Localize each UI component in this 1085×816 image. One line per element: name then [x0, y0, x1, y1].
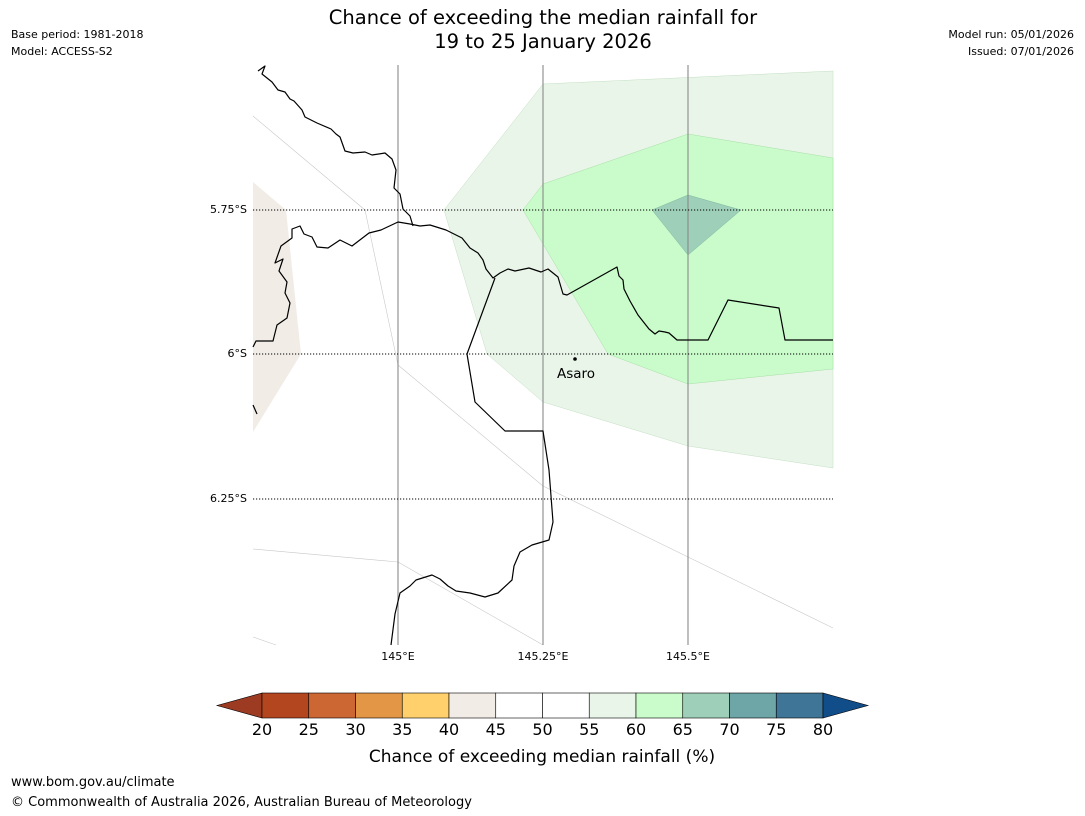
colorbar-cell-75-80: [775, 692, 824, 719]
colorbar-cell-35-40: [401, 692, 450, 719]
colorbar-title: Chance of exceeding median rainfall (%): [369, 747, 715, 767]
model-run-text: Model run: 05/01/2026: [948, 28, 1074, 41]
colorbar-cell-30-35: [355, 692, 403, 719]
graticule: [253, 65, 833, 645]
region-40-45-pct: [253, 182, 301, 432]
colorbar-cell-70-75: [729, 692, 777, 719]
asaro-label: Asaro: [557, 366, 595, 382]
province-boundaries: [252, 65, 833, 646]
metadata-right: Model run: 05/01/2026 Issued: 07/01/2026: [948, 26, 1074, 60]
region-60-65-pct: [522, 133, 834, 385]
colorbar-cell-45-50: [495, 692, 543, 719]
model-text: Model: ACCESS-S2: [11, 45, 113, 58]
colorbar-tick-65: 65: [673, 720, 693, 739]
colorbar-extend-low: [215, 692, 263, 719]
colorbar-cells: [215, 692, 870, 719]
metadata-left: Base period: 1981-2018 Model: ACCESS-S2: [11, 26, 143, 60]
colorbar-extend-high: [822, 692, 870, 719]
lat-label-6-25s: 6.25°S: [210, 492, 247, 505]
colorbar-cell-60-65: [635, 692, 684, 719]
colorbar: 20 25 30 35 40 45 50 55 60 65 70 75 80 Chance of exc…: [215, 692, 870, 767]
footer-copyright: © Commonwealth of Australia 2026, Austra…: [11, 795, 472, 810]
lon-label-145-25e: 145.25°E: [518, 650, 569, 663]
title-line-2: 19 to 25 January 2026: [434, 30, 652, 53]
title-line-1: Chance of exceeding the median rainfall …: [328, 6, 758, 29]
lat-label-6s: 6°S: [228, 347, 247, 360]
colorbar-cell-40-45: [448, 692, 497, 719]
probability-shading: [253, 70, 834, 469]
colorbar-tick-70: 70: [719, 720, 739, 739]
colorbar-tick-labels: 20 25 30 35 40 45 50 55 60 65 70 75 80: [252, 720, 833, 739]
boundary-south: [390, 277, 554, 646]
boundary-fragment: [252, 404, 258, 415]
colorbar-tick-25: 25: [299, 720, 319, 739]
colorbar-tick-30: 30: [345, 720, 365, 739]
colorbar-tick-80: 80: [813, 720, 833, 739]
colorbar-tick-40: 40: [439, 720, 459, 739]
colorbar-cell-55-60: [588, 692, 637, 719]
issued-text: Issued: 07/01/2026: [967, 45, 1074, 58]
colorbar-tick-55: 55: [579, 720, 599, 739]
boundary-north: [257, 65, 414, 227]
colorbar-tick-45: 45: [486, 720, 506, 739]
colorbar-cell-25-30: [308, 692, 356, 719]
grid-cell-edges: [252, 115, 834, 646]
map-panel: Asaro 5.75°S 6°S 6.25°S 145°E 145.25°E 1…: [210, 65, 834, 663]
colorbar-cell-20-25: [261, 692, 310, 719]
boundary-central: [252, 221, 833, 348]
colorbar-cell-65-70: [682, 692, 730, 719]
colorbar-tick-35: 35: [392, 720, 412, 739]
lon-label-145e: 145°E: [381, 650, 414, 663]
colorbar-cell-50-55: [542, 692, 590, 719]
colorbar-tick-50: 50: [532, 720, 552, 739]
lat-label-5-75s: 5.75°S: [210, 203, 247, 216]
footer-url: www.bom.gov.au/climate: [11, 775, 175, 790]
base-period-text: Base period: 1981-2018: [11, 28, 144, 41]
asaro-marker: [573, 357, 577, 361]
chart-title: Chance of exceeding the median rainfall …: [243, 6, 843, 54]
colorbar-tick-60: 60: [626, 720, 646, 739]
lon-label-145-5e: 145.5°E: [666, 650, 710, 663]
colorbar-tick-75: 75: [766, 720, 786, 739]
colorbar-tick-20: 20: [252, 720, 272, 739]
